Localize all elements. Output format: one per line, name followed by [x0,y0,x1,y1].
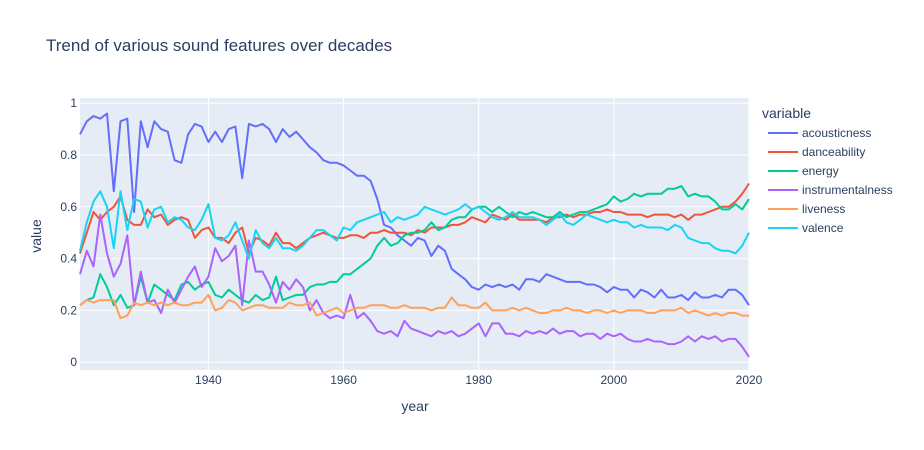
x-tick-label: 2000 [600,373,627,387]
y-tick-label: 0.4 [60,252,77,266]
x-tick-label: 1940 [195,373,222,387]
legend-item-acousticness[interactable]: acousticness [768,126,871,140]
y-tick-label: 0.2 [60,303,77,317]
series-lines [79,112,750,358]
y-axis-ticks: 0 0.2 0.4 0.6 0.8 1 [60,96,77,369]
legend-label: danceability [802,145,865,159]
series-line-valence [79,190,750,260]
series-line-energy [79,185,750,309]
series-line-liveness [79,293,749,320]
series-line-instrumentalness [79,213,750,358]
legend-title: variable [762,105,811,121]
y-tick-label: 0.6 [60,200,77,214]
x-tick-label: 1960 [330,373,357,387]
legend-label: acousticness [802,126,871,140]
legend-item-instrumentalness[interactable]: instrumentalness [768,183,893,197]
legend-label: liveness [802,202,845,216]
legend[interactable]: variable acousticness danceability energy i… [762,105,893,235]
x-axis-ticks: 1940 1960 1980 2000 2020 [195,373,763,387]
y-tick-label: 0.8 [60,148,77,162]
legend-label: energy [802,164,839,178]
series-line-acousticness [79,112,750,306]
legend-item-danceability[interactable]: danceability [768,145,865,159]
x-axis-title: year [401,398,429,414]
y-tick-label: 1 [70,96,77,110]
legend-label: instrumentalness [802,183,893,197]
plot-area [80,98,749,370]
chart-title: Trend of various sound features over dec… [46,36,392,55]
y-axis-title: value [28,219,44,253]
legend-label: valence [802,221,844,235]
y-tick-label: 0 [70,355,77,369]
legend-item-energy[interactable]: energy [768,164,839,178]
x-tick-label: 2020 [736,373,763,387]
legend-item-liveness[interactable]: liveness [768,202,845,216]
x-tick-label: 1980 [465,373,492,387]
legend-item-valence[interactable]: valence [768,221,844,235]
